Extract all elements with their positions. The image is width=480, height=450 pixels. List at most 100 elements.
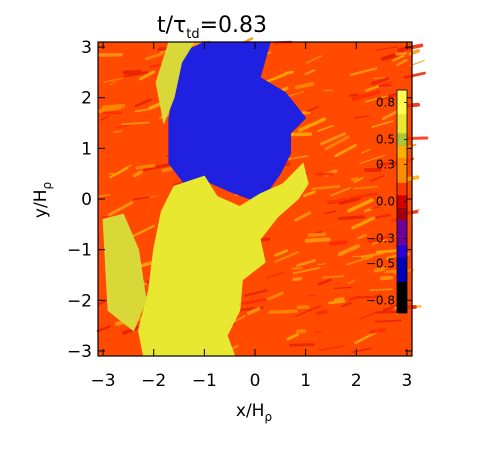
colorbar-band xyxy=(397,90,407,115)
texture-streak xyxy=(109,166,129,179)
texture-streak xyxy=(367,235,390,243)
texture-streak xyxy=(314,331,323,333)
y-axis-ticks: −3 −2 −1 0 1 2 3 xyxy=(67,38,412,362)
texture-streak xyxy=(135,163,156,170)
x-tick-label: −2 xyxy=(141,371,166,391)
texture-streak xyxy=(369,328,386,334)
texture-streak xyxy=(316,309,329,316)
texture-streak xyxy=(305,55,322,64)
texture-streak xyxy=(334,286,353,290)
texture-streak xyxy=(274,249,288,257)
chart-title: t/τtd=0.83 xyxy=(157,13,267,42)
texture-streak xyxy=(374,319,403,323)
texture-streak xyxy=(292,277,303,281)
texture-streak xyxy=(376,268,385,273)
colorbar-band xyxy=(397,257,407,283)
texture-streak xyxy=(403,136,429,141)
texture-streak xyxy=(371,120,394,128)
y-tick-label: 0 xyxy=(81,190,92,210)
texture-streak xyxy=(347,198,374,213)
colorbar-band xyxy=(397,182,407,196)
texture-streak xyxy=(107,201,134,217)
colorbar-band xyxy=(397,133,407,146)
texture-streak xyxy=(380,275,394,281)
y-axis-label-subscript: ρ xyxy=(40,182,54,190)
texture-streak xyxy=(359,154,386,164)
texture-streak xyxy=(308,294,316,297)
y-tick-label: −3 xyxy=(67,342,92,362)
texture-streak xyxy=(370,206,381,210)
texture-streak xyxy=(97,194,110,197)
x-tick-label: 2 xyxy=(351,371,362,391)
texture-streak xyxy=(334,144,357,158)
yellow-region xyxy=(137,162,309,357)
colorbar-tick-label: −0.3 xyxy=(366,232,395,246)
texture-streak xyxy=(265,73,287,83)
texture-streak xyxy=(316,263,326,266)
texture-streak xyxy=(268,309,298,314)
texture-streak xyxy=(350,347,372,354)
texture-streak xyxy=(351,90,381,101)
colorbar-tick-label: 0.8 xyxy=(376,95,395,109)
texture-streak xyxy=(148,102,162,110)
texture-streak xyxy=(296,259,316,267)
heatmap-plot-area: −3 −2 −1 0 1 2 3 −3 −2 −1 0 1 2 3 xyxy=(67,37,429,391)
texture-streak xyxy=(396,59,408,67)
texture-streak xyxy=(134,108,151,113)
texture-streak xyxy=(96,325,111,333)
colorbar-tick-label: 0.3 xyxy=(376,157,395,171)
x-tick-label: −1 xyxy=(192,371,217,391)
texture-streak xyxy=(337,244,360,257)
texture-streak xyxy=(324,210,337,215)
texture-streak xyxy=(132,224,156,237)
texture-streak xyxy=(243,289,268,297)
texture-streak xyxy=(286,333,299,341)
texture-streak xyxy=(121,121,150,126)
texture-streak xyxy=(374,46,399,51)
texture-streak xyxy=(109,80,118,86)
texture-streak xyxy=(304,237,331,243)
texture-streak xyxy=(294,211,312,222)
y-tick-label: −1 xyxy=(67,241,92,261)
texture-streak xyxy=(368,294,382,299)
y-axis-label: y/Hρ xyxy=(31,182,54,218)
texture-streak xyxy=(123,71,149,78)
texture-streak xyxy=(307,232,327,238)
texture-streak xyxy=(294,82,315,90)
x-tick-label: 1 xyxy=(300,371,311,391)
texture-streak xyxy=(241,297,272,305)
colorbar-tick-label: 0.5 xyxy=(376,133,395,147)
colorbar-tick-label: 0.0 xyxy=(376,195,395,209)
texture-streak xyxy=(139,70,156,81)
texture-streak xyxy=(346,255,374,266)
colorbar: 0.8 0.5 0.3 0.0 −0.3 −0.5 −0.8 xyxy=(366,89,408,314)
texture-streak xyxy=(101,215,110,219)
texture-streak xyxy=(143,163,170,172)
texture-streak xyxy=(338,215,366,221)
colorbar-tick-label: −0.8 xyxy=(366,294,395,308)
texture-streak xyxy=(342,302,352,308)
title-main: t/τ xyxy=(157,13,186,38)
texture-streak xyxy=(364,95,389,103)
x-axis-label: x/Hρ xyxy=(236,401,272,424)
texture-streak xyxy=(353,185,379,190)
texture-streak xyxy=(371,238,388,245)
texture-streak xyxy=(101,103,126,110)
texture-streak xyxy=(371,77,390,86)
texture-streak xyxy=(348,192,379,200)
title-subscript: td xyxy=(186,27,199,42)
colorbar-band xyxy=(397,158,407,183)
texture-streak xyxy=(321,275,345,279)
texture-streak xyxy=(145,52,164,61)
x-tick-label: 0 xyxy=(250,371,261,391)
colorbar-band xyxy=(397,220,407,245)
texture-streak xyxy=(304,69,316,76)
texture-streak xyxy=(350,177,360,181)
texture-streak xyxy=(132,196,151,201)
texture-streak xyxy=(274,251,300,263)
texture-streak xyxy=(100,115,109,121)
texture-streak xyxy=(289,343,315,347)
texture-streak xyxy=(395,52,408,56)
texture-streak xyxy=(338,196,361,205)
texture-streak xyxy=(325,198,347,203)
